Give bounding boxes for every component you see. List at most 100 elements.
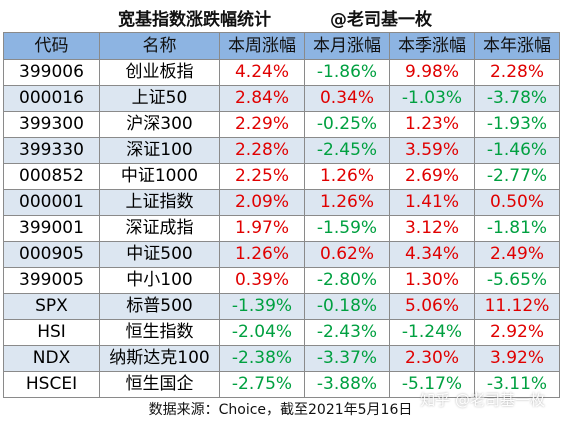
cell-name: 沪深300: [99, 111, 220, 138]
cell-year-change: -1.46%: [474, 137, 560, 164]
cell-year-change: -2.77%: [474, 163, 560, 190]
table-row: 000016 上证50 2.84% 0.34% -1.03% -3.78%: [3, 85, 560, 112]
cell-week-change: 4.24%: [219, 59, 305, 86]
cell-quarter-change: 3.12%: [389, 215, 475, 242]
table-row: HSI 恒生指数 -2.04% -2.43% -1.24% 2.92%: [3, 319, 560, 346]
table-row: 399005 中小100 0.39% -2.80% 1.30% -5.65%: [3, 267, 560, 294]
column-header-name: 名称: [99, 32, 220, 60]
table-row: 399006 创业板指 4.24% -1.86% 9.98% 2.28%: [3, 59, 560, 86]
cell-name: 纳斯达克100: [99, 345, 220, 372]
cell-year-change: 2.28%: [474, 59, 560, 86]
cell-month-change: -0.25%: [304, 111, 390, 138]
cell-week-change: -1.39%: [219, 293, 305, 320]
cell-year-change: -3.11%: [474, 371, 560, 398]
cell-week-change: 2.25%: [219, 163, 305, 190]
cell-code: 000905: [3, 241, 100, 268]
cell-week-change: 1.26%: [219, 241, 305, 268]
cell-month-change: -2.80%: [304, 267, 390, 294]
cell-quarter-change: 2.30%: [389, 345, 475, 372]
cell-name: 深证100: [99, 137, 220, 164]
cell-week-change: -2.75%: [219, 371, 305, 398]
cell-year-change: 11.12%: [474, 293, 560, 320]
column-header-week: 本周涨幅: [219, 32, 305, 60]
table-row: HSCEI 恒生国企 -2.75% -3.88% -5.17% -3.11%: [3, 371, 560, 398]
cell-week-change: 2.09%: [219, 189, 305, 216]
cell-month-change: 1.26%: [304, 189, 390, 216]
data-source-note: 数据来源：Choice，截至2021年5月16日: [148, 402, 413, 418]
cell-year-change: 0.50%: [474, 189, 560, 216]
cell-code: 399001: [3, 215, 100, 242]
table-row: NDX 纳斯达克100 -2.38% -3.37% 2.30% 3.92%: [3, 345, 560, 372]
cell-quarter-change: 2.69%: [389, 163, 475, 190]
cell-year-change: -1.93%: [474, 111, 560, 138]
table-header-row: 代码 名称 本周涨幅 本月涨幅 本季涨幅 本年涨幅: [3, 32, 560, 60]
cell-month-change: -3.88%: [304, 371, 390, 398]
table-body: 399006 创业板指 4.24% -1.86% 9.98% 2.28% 000016 上证5…: [3, 59, 560, 398]
cell-quarter-change: 1.30%: [389, 267, 475, 294]
cell-code: HSI: [3, 319, 100, 346]
cell-month-change: -1.86%: [304, 59, 390, 86]
cell-month-change: -3.37%: [304, 345, 390, 372]
cell-year-change: 2.92%: [474, 319, 560, 346]
table-row: SPX 标普500 -1.39% -0.18% 5.06% 11.12%: [3, 293, 560, 320]
cell-name: 标普500: [99, 293, 220, 320]
cell-code: 000852: [3, 163, 100, 190]
cell-quarter-change: 5.06%: [389, 293, 475, 320]
cell-quarter-change: 3.59%: [389, 137, 475, 164]
cell-code: 399300: [3, 111, 100, 138]
cell-week-change: 2.84%: [219, 85, 305, 112]
author-handle: @老司基一枚: [330, 10, 432, 30]
table-row: 399330 深证100 2.28% -2.45% 3.59% -1.46%: [3, 137, 560, 164]
cell-year-change: -3.78%: [474, 85, 560, 112]
table-row: 399001 深证成指 1.97% -1.59% 3.12% -1.81%: [3, 215, 560, 242]
cell-quarter-change: 1.41%: [389, 189, 475, 216]
cell-quarter-change: -5.17%: [389, 371, 475, 398]
cell-code: 000001: [3, 189, 100, 216]
cell-week-change: -2.38%: [219, 345, 305, 372]
column-header-year: 本年涨幅: [474, 32, 560, 60]
table-row: 000852 中证1000 2.25% 1.26% 2.69% -2.77%: [3, 163, 560, 190]
cell-name: 上证50: [99, 85, 220, 112]
cell-year-change: -5.65%: [474, 267, 560, 294]
cell-quarter-change: 9.98%: [389, 59, 475, 86]
cell-month-change: 0.62%: [304, 241, 390, 268]
cell-code: 399005: [3, 267, 100, 294]
cell-code: 000016: [3, 85, 100, 112]
cell-name: 恒生国企: [99, 371, 220, 398]
table-row: 000001 上证指数 2.09% 1.26% 1.41% 0.50%: [3, 189, 560, 216]
title-bar: 宽基指数涨跌幅统计 @老司基一枚: [0, 0, 563, 32]
index-performance-table: 代码 名称 本周涨幅 本月涨幅 本季涨幅 本年涨幅 399006 创业板指 4.24…: [3, 32, 560, 398]
cell-quarter-change: 4.34%: [389, 241, 475, 268]
cell-name: 中小100: [99, 267, 220, 294]
column-header-quarter: 本季涨幅: [389, 32, 475, 60]
page-title: 宽基指数涨跌幅统计: [118, 10, 271, 30]
cell-quarter-change: 1.23%: [389, 111, 475, 138]
cell-code: NDX: [3, 345, 100, 372]
cell-quarter-change: -1.24%: [389, 319, 475, 346]
cell-week-change: 2.28%: [219, 137, 305, 164]
cell-name: 上证指数: [99, 189, 220, 216]
cell-year-change: 3.92%: [474, 345, 560, 372]
cell-name: 中证500: [99, 241, 220, 268]
cell-code: 399330: [3, 137, 100, 164]
cell-code: SPX: [3, 293, 100, 320]
cell-name: 深证成指: [99, 215, 220, 242]
cell-week-change: -2.04%: [219, 319, 305, 346]
cell-week-change: 1.97%: [219, 215, 305, 242]
column-header-month: 本月涨幅: [304, 32, 390, 60]
cell-month-change: 1.26%: [304, 163, 390, 190]
cell-week-change: 2.29%: [219, 111, 305, 138]
cell-month-change: 0.34%: [304, 85, 390, 112]
cell-name: 创业板指: [99, 59, 220, 86]
cell-month-change: -0.18%: [304, 293, 390, 320]
cell-code: HSCEI: [3, 371, 100, 398]
cell-year-change: -1.81%: [474, 215, 560, 242]
cell-quarter-change: -1.03%: [389, 85, 475, 112]
cell-month-change: -1.59%: [304, 215, 390, 242]
table-row: 399300 沪深300 2.29% -0.25% 1.23% -1.93%: [3, 111, 560, 138]
cell-code: 399006: [3, 59, 100, 86]
cell-name: 中证1000: [99, 163, 220, 190]
cell-year-change: 2.49%: [474, 241, 560, 268]
cell-week-change: 0.39%: [219, 267, 305, 294]
